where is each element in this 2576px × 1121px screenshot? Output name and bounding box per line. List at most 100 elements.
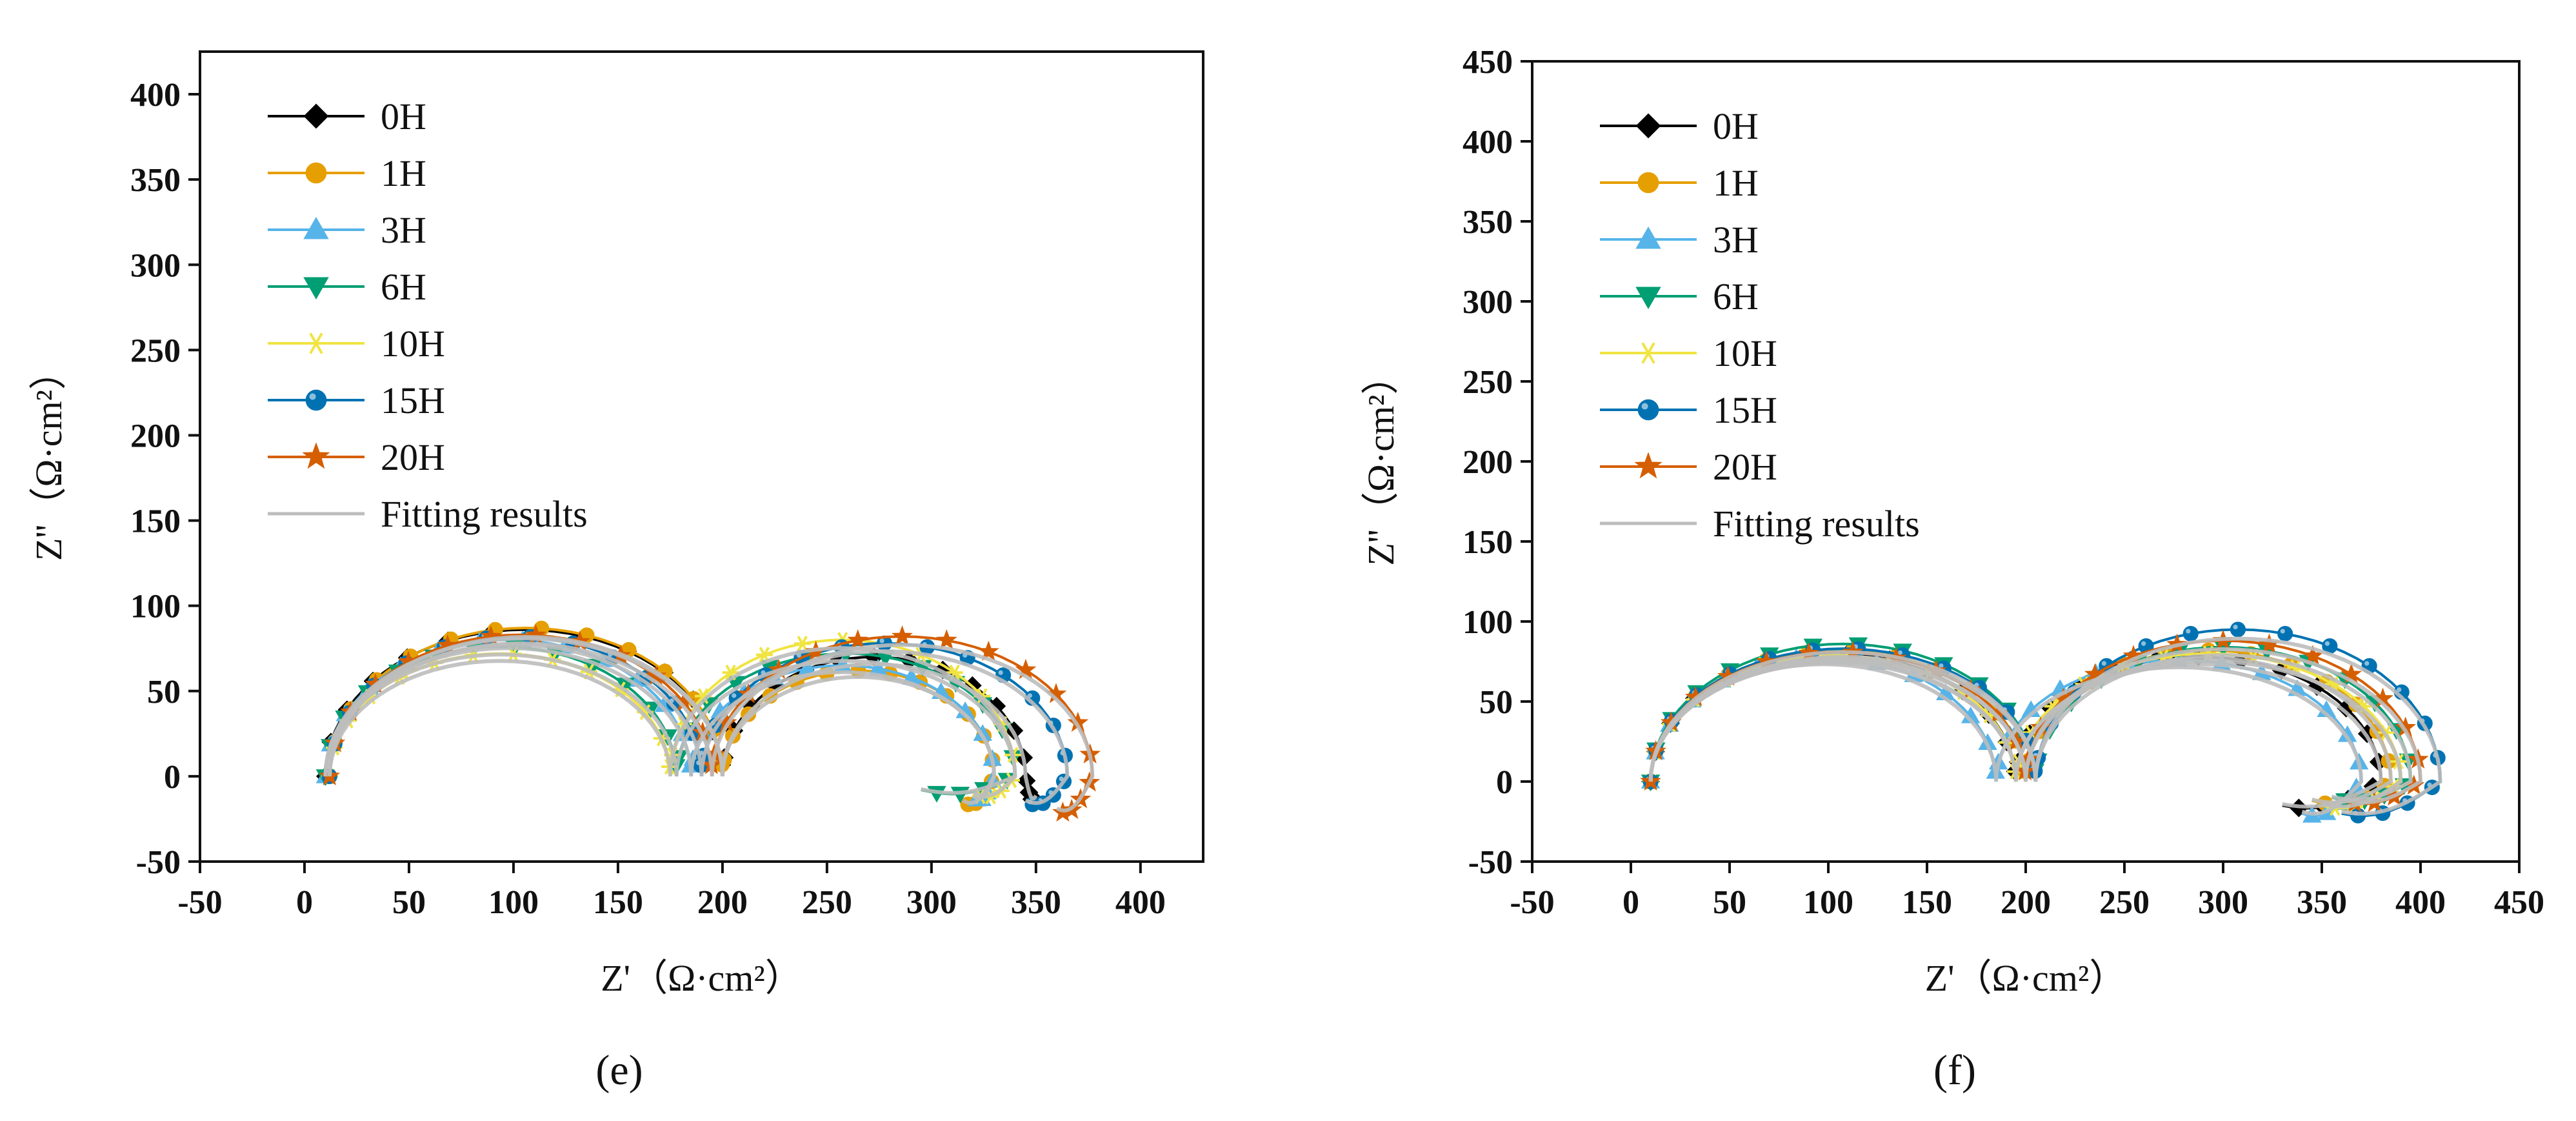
legend-item: 15H [1600,389,1777,431]
legend-label: 6H [1713,276,1759,318]
legend-marker-stroke [309,332,323,354]
data-layer [315,620,1101,822]
legend-label: 1H [381,152,426,194]
legend-label: 0H [381,96,426,137]
x-tick-label: 300 [2198,884,2248,921]
x-axis-label: Z'（Ω·cm²） [601,957,803,999]
legend-marker [303,216,329,239]
x-tick-label: 400 [2395,884,2446,921]
data-point-highlight [2364,661,2370,666]
data-point-highlight [998,670,1003,675]
legend-marker-stroke [1641,342,1655,364]
legend-label: 1H [1713,162,1759,204]
data-point-stroke [725,664,736,681]
fit-line [327,646,1017,798]
x-tick-label: 100 [488,884,539,921]
legend-marker-highlight [1641,403,1648,410]
legend: 0H 1H 3H 6H 10H 15H 20H Fitting results [268,96,588,535]
x-tick-label: 50 [392,884,426,921]
fit-line [1648,650,2413,802]
data-point-highlight [2101,661,2106,666]
legend-label: 3H [1713,219,1759,261]
legend-marker [303,277,329,300]
fit-line [1648,636,2442,816]
legend-marker [1635,113,1661,139]
legend: 0H 1H 3H 6H 10H 15H 20H Fitting results [1600,105,1920,545]
legend-marker [305,389,327,411]
y-tick-label: 200 [130,418,181,454]
x-tick-label: 450 [2494,884,2544,921]
data-point [935,629,957,650]
legend-label: 10H [381,323,445,365]
y-tick-label: 0 [164,759,181,796]
y-axis-label: Z''（Ω·cm²） [28,352,70,561]
data-point-highlight [1897,650,1902,655]
fit-line [1648,659,2403,809]
y-tick-label: 250 [1463,364,1513,401]
x-tick-label: 350 [2297,884,2347,921]
x-tick-label: 300 [906,884,957,921]
x-tick-label: 0 [1622,884,1639,921]
legend-marker [305,332,328,354]
fit-line [327,641,1095,813]
legend-marker [1635,226,1661,249]
legend-label: 3H [381,209,426,251]
x-tick-label: 200 [697,884,748,921]
legend-item: 15H [268,379,445,421]
legend-item: 0H [1600,105,1759,147]
legend-marker [1637,342,1660,364]
x-tick-label: 250 [802,884,852,921]
data-point [1015,658,1037,680]
legend-marker [1634,452,1662,479]
legend-label: 20H [381,436,445,478]
data-point [847,629,869,650]
data-point-highlight [2397,687,2402,692]
data-point-highlight [2233,624,2238,630]
x-tick-label: 150 [1902,884,1952,921]
y-tick-label: 350 [1463,204,1513,241]
y-tick-label: 300 [1463,284,1513,321]
legend-item-fit: Fitting results [268,493,588,535]
legend-label: Fitting results [381,493,588,535]
y-tick-label: 400 [1463,124,1513,161]
panel-label: (f) [1933,1047,1976,1094]
legend-item: 6H [1600,276,1759,318]
legend-item: 1H [1600,162,1759,204]
legend-item: 3H [268,209,426,251]
x-axis-label: Z'（Ω·cm²） [1925,957,2127,999]
data-point-highlight [879,638,884,643]
y-axis-label: Z''（Ω·cm²） [1360,358,1402,566]
data-point [2302,645,2324,665]
data-point [2350,807,2366,823]
y-tick-label: 250 [130,332,181,369]
legend-label: 0H [1713,105,1759,147]
data-point-highlight [2280,629,2285,634]
series-20H [1640,629,2429,813]
legend-marker-highlight [309,393,316,400]
data-point [794,636,811,652]
y-tick-label: 450 [1463,44,1513,81]
data-point [2182,625,2199,641]
data-point-highlight [1027,693,1033,698]
data-point-stroke [697,688,709,704]
fit-line [1648,647,2423,805]
data-point-highlight [2141,641,2146,646]
y-tick-label: 200 [1463,444,1513,481]
data-point-stroke [759,647,770,663]
legend-item: 20H [268,436,445,478]
y-tick-label: 0 [1496,764,1513,801]
legend-item: 20H [1600,446,1777,488]
legend-marker [1637,172,1659,194]
data-layer [1640,621,2446,823]
y-tick-label: 50 [147,674,181,711]
y-tick-label: 150 [130,503,181,540]
legend-item: 10H [1600,332,1777,374]
data-point [892,625,913,646]
data-point-highlight [1939,663,1944,669]
x-tick-label: 250 [2099,884,2150,921]
legend-item: 10H [268,323,445,365]
y-tick-label: -50 [136,844,181,881]
chart-panel-f: (f) -50 0 50 100 150 200 250 300 350 400 450 -50 0 50… [1360,44,2544,1094]
x-tick-label: -50 [1510,884,1554,921]
y-tick-label: 150 [1463,524,1513,561]
